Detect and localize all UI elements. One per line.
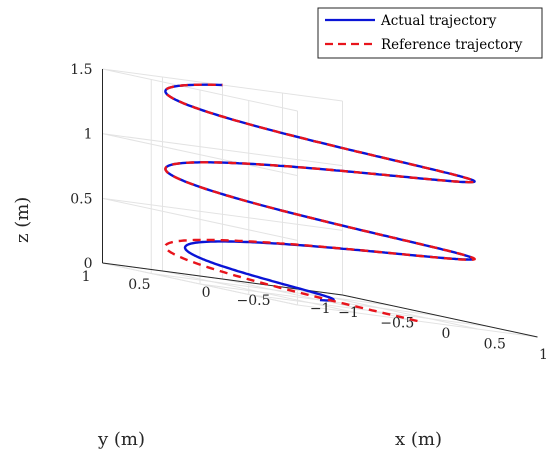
series-reference-trajectory [164,83,476,323]
y-axis-label: y (m) [97,429,145,450]
z-tick-label: 0.5 [70,191,92,207]
x-tick-label: −0.5 [380,316,414,332]
grid-line [102,68,343,102]
grid-line [102,133,298,177]
grid-line [102,68,298,112]
z-tick-label: 0 [84,256,93,272]
z-tick-label: 1 [84,127,93,143]
grid-line [102,133,343,167]
x-tick-label: −1 [338,305,359,321]
x-axis-label: x (m) [395,429,442,450]
y-tick-label: −1 [310,301,331,317]
x-axis-line [342,294,538,338]
grid-lines [102,68,538,338]
grid-line [102,197,343,231]
legend-box [317,7,543,59]
legend: Actual trajectory Reference trajectory [317,7,543,59]
y-tick-label: 0.5 [128,277,150,293]
series-lines [164,83,476,323]
y-tick-label: 0 [202,285,211,301]
y-tick-label: −0.5 [237,293,271,309]
grid-line [102,262,298,306]
legend-label-actual: Actual trajectory [380,13,497,29]
y-tick-label: 1 [82,269,91,285]
z-tick-label: 1.5 [70,62,92,78]
grid-line [162,270,358,314]
legend-label-reference: Reference trajectory [381,37,523,53]
grid-line [102,197,298,241]
x-tick-label: 0 [442,326,451,342]
x-tick-label: 0.5 [484,337,506,353]
z-axis-label: z (m) [12,197,33,243]
x-tick-label: 1 [539,347,548,363]
